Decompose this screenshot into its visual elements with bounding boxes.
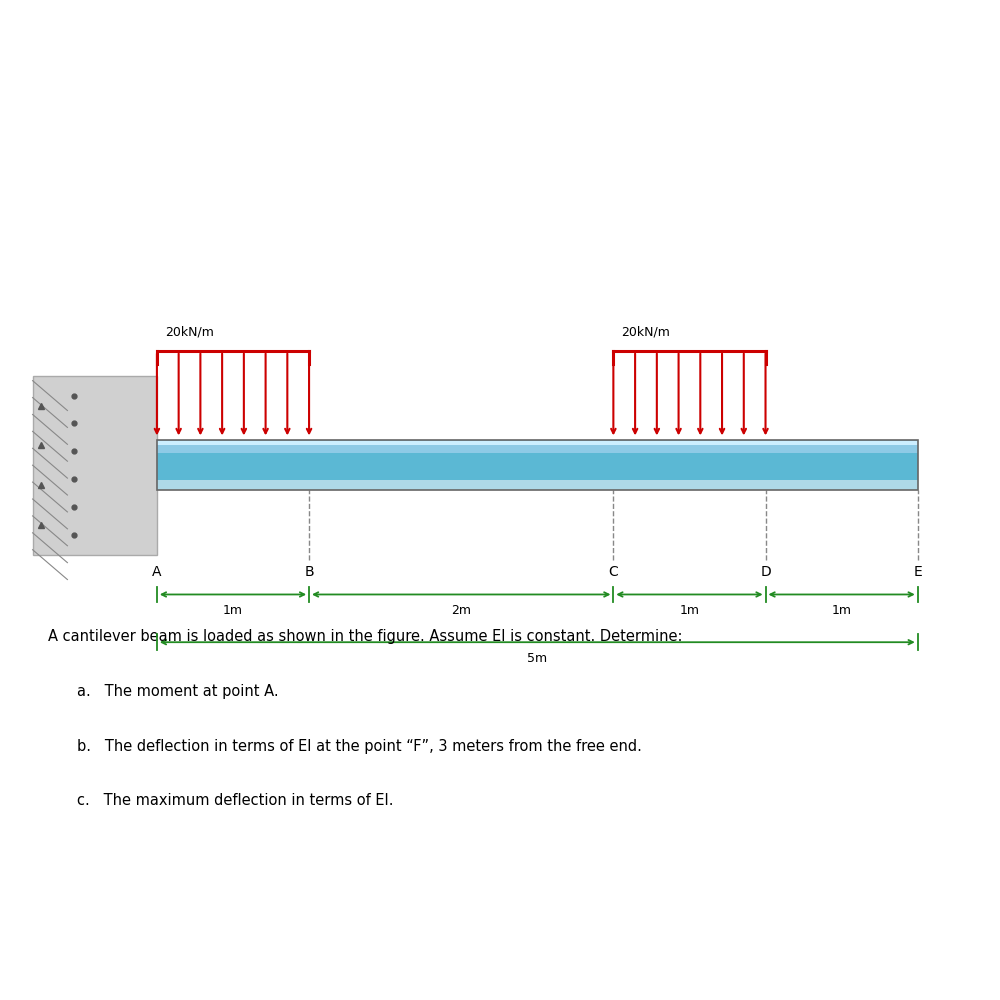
Text: D: D [760,565,771,579]
Text: 1m: 1m [679,604,699,617]
Bar [157,440,918,490]
Bar [157,440,918,453]
Text: 5m: 5m [527,652,547,665]
Text: c.   The maximum deflection in terms of EI.: c. The maximum deflection in terms of EI… [77,793,394,808]
Text: 20kN/m: 20kN/m [621,326,670,339]
Bar [157,440,918,490]
Bar [157,480,918,490]
Text: B: B [304,565,314,579]
Text: 2m: 2m [451,604,471,617]
Bar [33,376,157,555]
Bar [157,441,918,445]
Text: A cantilever beam is loaded as shown in the figure. Assume EI is constant. Deter: A cantilever beam is loaded as shown in … [48,629,682,644]
Text: 20kN/m: 20kN/m [165,326,214,339]
Text: 1m: 1m [223,604,243,617]
Text: E: E [913,565,922,579]
Text: C: C [608,565,618,579]
Text: A: A [152,565,162,579]
Text: b.   The deflection in terms of EI at the point “F”, 3 meters from the free end.: b. The deflection in terms of EI at the … [77,739,642,754]
Text: 1m: 1m [832,604,852,617]
Text: a.   The moment at point A.: a. The moment at point A. [77,684,279,699]
